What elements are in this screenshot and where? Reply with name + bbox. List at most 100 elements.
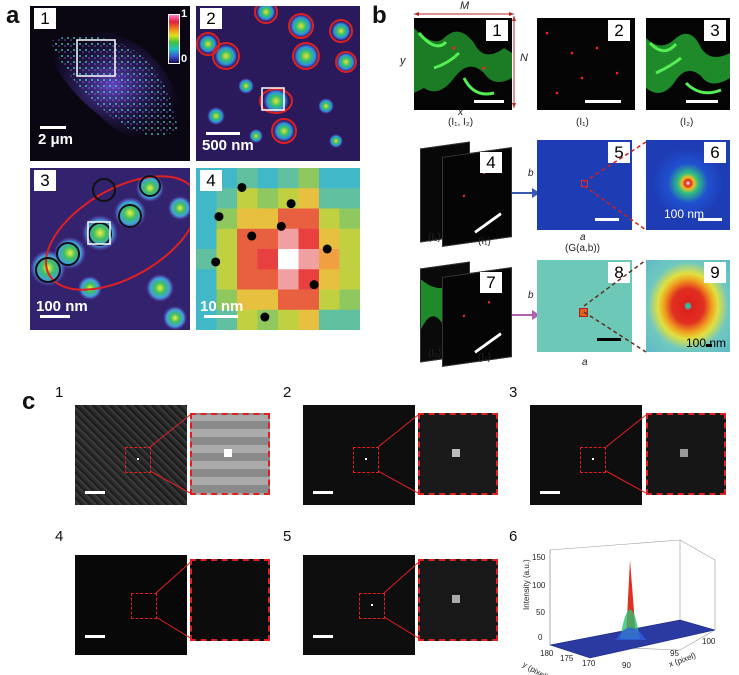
pixel-cell bbox=[196, 228, 217, 250]
panel-a4-image: 10 nm bbox=[196, 168, 360, 330]
subpanel-number: 8 bbox=[608, 262, 630, 283]
scale-bar bbox=[206, 132, 240, 135]
pixel-cell bbox=[196, 269, 217, 290]
channel-one-image bbox=[545, 31, 621, 103]
pixel-cell bbox=[196, 188, 217, 209]
pixel-cell bbox=[298, 188, 320, 209]
zoom-lines bbox=[383, 560, 421, 640]
pixel-cell bbox=[257, 269, 279, 290]
panel-b-label: b bbox=[372, 2, 387, 29]
zoom-lines bbox=[377, 414, 419, 494]
pixel-cell bbox=[216, 309, 238, 330]
zoom-lines bbox=[583, 259, 647, 353]
caption: (I₁) bbox=[576, 117, 589, 128]
surface-plot: 0 50 100 150 180 175 170 90 95 100 Inten… bbox=[521, 539, 716, 675]
z-tick: 150 bbox=[532, 553, 546, 562]
pixel-cell bbox=[278, 249, 299, 270]
panel-a3-image: 100 nm bbox=[30, 168, 190, 330]
caption: (I₁, I₂) bbox=[448, 117, 474, 128]
localization-dot bbox=[309, 280, 319, 290]
scale-bar-label: 2 μm bbox=[38, 131, 74, 148]
z-tick: 50 bbox=[536, 608, 545, 617]
subpanel-number: 6 bbox=[509, 528, 518, 545]
localization-dot bbox=[214, 212, 224, 222]
pixel-cell bbox=[319, 269, 340, 290]
subpanel-number: 1 bbox=[55, 384, 64, 401]
panel-a-label: a bbox=[6, 2, 20, 29]
caption-right: (I₁) bbox=[478, 236, 491, 247]
y-tick: 180 bbox=[540, 649, 554, 658]
x-tick: 100 bbox=[702, 637, 716, 646]
pixel-cell bbox=[278, 228, 299, 250]
subpanel-number: 1 bbox=[486, 20, 508, 41]
pixel-cell bbox=[298, 168, 320, 189]
subpanel-number: 7 bbox=[480, 272, 502, 293]
zoom-lines bbox=[155, 560, 193, 640]
panel-c3-zoom bbox=[646, 413, 726, 495]
subpanel-number: 5 bbox=[283, 528, 292, 545]
subpanel-number: 3 bbox=[509, 384, 518, 401]
cell-localization-map bbox=[40, 28, 185, 143]
colorbar-min-label: 0 bbox=[181, 53, 188, 65]
scale-bar-label: 100 nm bbox=[686, 336, 727, 350]
axis-n-label: N bbox=[520, 52, 528, 64]
pixel-cell bbox=[237, 309, 258, 330]
subpanel-number: 9 bbox=[704, 262, 726, 283]
pixel-cell bbox=[339, 269, 360, 290]
localization-dot bbox=[247, 231, 257, 241]
localization-dot bbox=[276, 221, 286, 231]
z-tick: 100 bbox=[532, 581, 546, 590]
dimension-arrows bbox=[414, 12, 516, 108]
subpanel-number: 5 bbox=[608, 142, 630, 163]
panel-c1-image bbox=[75, 405, 187, 505]
colorbar-max-label: 1 bbox=[181, 8, 188, 20]
pixel-cell bbox=[298, 228, 320, 250]
x-tick: 90 bbox=[622, 661, 631, 670]
pixel-grid bbox=[196, 168, 360, 330]
subpanel-number: 6 bbox=[704, 142, 726, 163]
localization-dot bbox=[211, 257, 221, 267]
pixel-cell bbox=[298, 208, 320, 230]
scale-bar bbox=[204, 315, 238, 318]
pixel-cell bbox=[298, 309, 320, 330]
pixel-cell bbox=[196, 208, 217, 230]
subpanel-number: 3 bbox=[34, 170, 56, 191]
caption-right: (I₁) bbox=[478, 352, 491, 363]
pixel-cell bbox=[237, 249, 258, 270]
pixel-cell bbox=[216, 228, 238, 250]
caption: (I₂) bbox=[680, 117, 694, 128]
pixel-cell bbox=[237, 208, 258, 230]
subpanel-number: 3 bbox=[704, 20, 726, 41]
panel-c2-zoom bbox=[418, 413, 498, 495]
panel-c4-image bbox=[75, 555, 187, 655]
channel-two-image bbox=[646, 33, 730, 103]
pixel-cell bbox=[257, 168, 279, 189]
panel-c5-zoom bbox=[418, 559, 498, 641]
subpanel-number: 1 bbox=[34, 8, 56, 29]
scale-bar-label: 10 nm bbox=[200, 298, 244, 315]
pixel-cell bbox=[339, 228, 360, 250]
pixel-cell bbox=[216, 289, 238, 311]
zoomed-cluster-map bbox=[30, 168, 190, 330]
zoom-box bbox=[76, 39, 116, 77]
subpanel-number: 4 bbox=[200, 170, 222, 191]
panel-c5-image bbox=[303, 555, 415, 655]
colorbar bbox=[168, 14, 180, 64]
panel-a2-image: 500 nm bbox=[196, 6, 360, 161]
pixel-cell bbox=[216, 269, 238, 290]
pixel-cell bbox=[319, 249, 340, 270]
pixel-cell bbox=[319, 228, 340, 250]
caption: (G(a,b)) bbox=[565, 243, 600, 254]
pixel-cell bbox=[257, 249, 279, 270]
pixel-cell bbox=[257, 188, 279, 209]
axis-y-label: y bbox=[400, 55, 406, 67]
y-axis-label: y (pixel) bbox=[521, 660, 550, 675]
cluster-map bbox=[196, 6, 357, 148]
arrow-icon bbox=[512, 188, 540, 198]
panel-c3-image bbox=[530, 405, 642, 505]
zoom-lines bbox=[149, 414, 191, 494]
zoom-lines bbox=[583, 141, 647, 231]
zoom-lines bbox=[605, 414, 647, 494]
pixel-cell bbox=[216, 249, 238, 270]
pixel-cell bbox=[339, 188, 360, 209]
